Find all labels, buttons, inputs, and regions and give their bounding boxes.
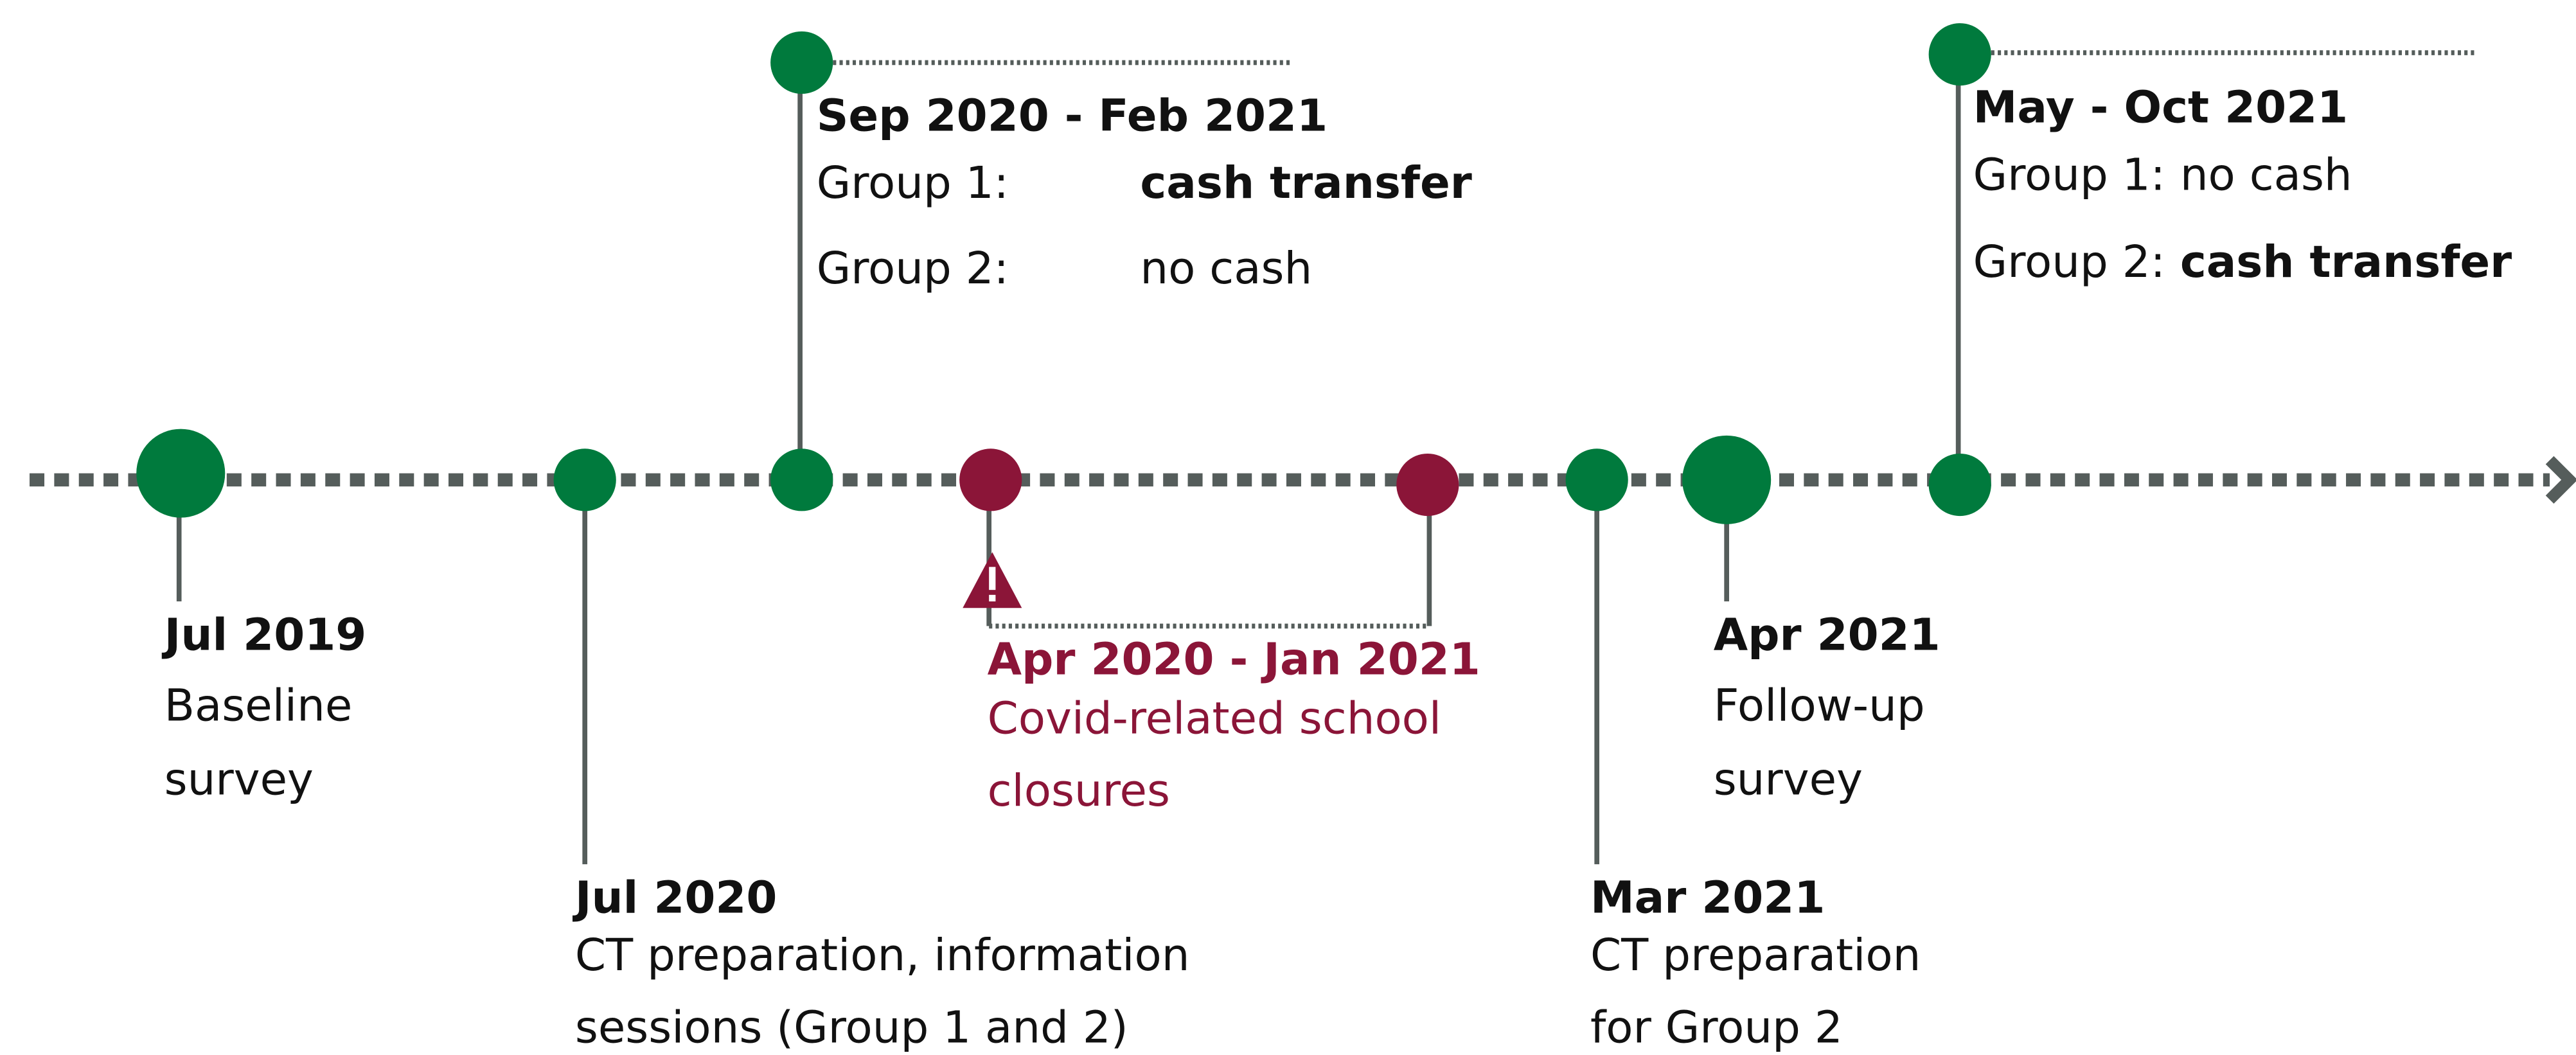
event-text: survey xyxy=(1714,754,1863,805)
event-date: Apr 2021 xyxy=(1714,609,1941,660)
event-text: for Group 2 xyxy=(1590,1002,1843,1053)
milestone xyxy=(770,31,833,94)
event-date: May - Oct 2021 xyxy=(1973,82,2349,134)
group-status: no cash xyxy=(2180,149,2352,200)
event-date: Mar 2021 xyxy=(1590,872,1825,923)
event-date: Jul 2019 xyxy=(162,609,367,660)
milestone xyxy=(770,448,833,511)
milestone xyxy=(1928,453,1991,517)
event-date: Apr 2020 - Jan 2021 xyxy=(988,634,1480,686)
warning-icon xyxy=(963,552,1022,608)
group-label: Group 2: xyxy=(817,243,1009,294)
event-text: sessions (Group 1 and 2) xyxy=(575,1002,1128,1053)
event-date: Sep 2020 - Feb 2021 xyxy=(817,90,1328,141)
event-text: CT preparation, information xyxy=(575,930,1190,981)
milestone xyxy=(1396,453,1459,517)
milestone xyxy=(1682,435,1772,524)
axis-arrow xyxy=(2545,456,2576,504)
event-text: survey xyxy=(164,754,314,805)
milestone xyxy=(1928,23,1991,86)
event-date: Jul 2020 xyxy=(573,872,777,923)
group-label: Group 1: xyxy=(817,157,1009,209)
milestone xyxy=(136,429,226,518)
milestone xyxy=(959,448,1022,511)
event-text: closures xyxy=(988,765,1170,817)
group-label: Group 1: xyxy=(1973,149,2165,200)
group-status: no cash xyxy=(1140,243,1312,294)
milestone xyxy=(553,448,616,511)
event-text: CT preparation xyxy=(1590,930,1921,981)
event-text: Covid-related school xyxy=(988,693,1441,745)
event-text: Baseline xyxy=(164,680,353,731)
group-status: cash transfer xyxy=(1140,157,1471,209)
group-label: Group 2: xyxy=(1973,236,2165,288)
group-status: cash transfer xyxy=(2180,236,2512,288)
milestone xyxy=(1565,448,1628,511)
event-text: Follow-up xyxy=(1714,680,1925,731)
